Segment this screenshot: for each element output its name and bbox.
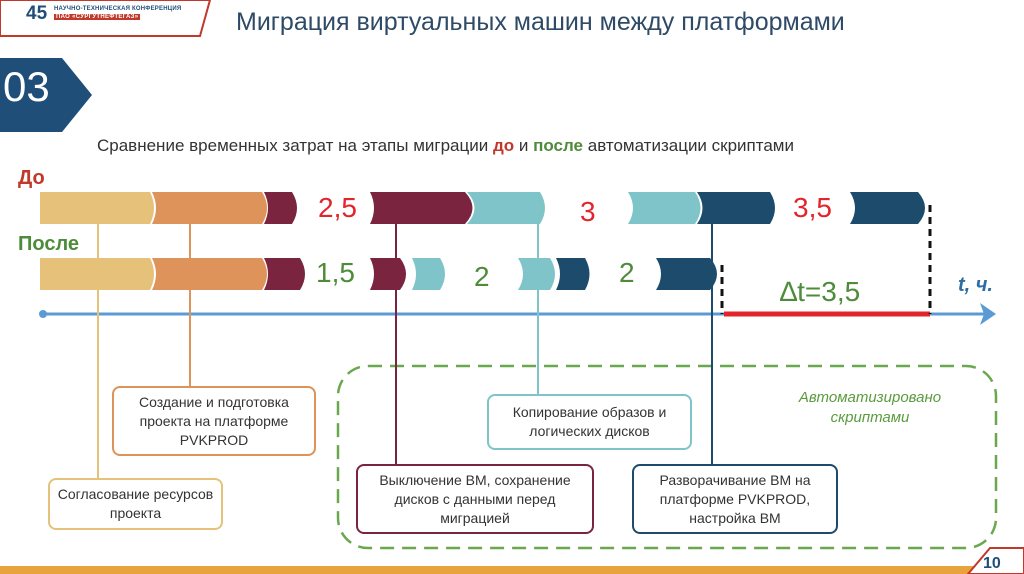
logo-line1: НАУЧНО-ТЕХНИЧЕСКАЯ КОНФЕРЕНЦИЯ: [54, 6, 182, 12]
delta-label: ∆t=3,5: [780, 276, 861, 307]
section-tab: [0, 58, 92, 132]
after-seg-copy-b: [518, 258, 555, 290]
before-seg-shutdown-a: [264, 192, 297, 224]
before-duration-deploy: 3,5: [793, 192, 832, 223]
before-row: [40, 192, 925, 224]
page-number: 10: [983, 555, 1001, 572]
before-seg-deploy-a: [697, 192, 775, 224]
before-seg-deploy-b: [850, 192, 925, 224]
after-seg-create: [152, 258, 267, 290]
stage-box-copy: Копирование образов и логических дисков: [487, 394, 692, 450]
stage-box-create: Создание и подготовка проекта на платфор…: [112, 386, 316, 456]
logo-number: 45: [26, 3, 48, 24]
before-seg-create: [152, 192, 267, 224]
after-seg-shutdown-a: [264, 258, 305, 290]
section-number: 03: [3, 63, 50, 110]
before-seg-agree: [40, 192, 154, 224]
after-seg-deploy-b: [656, 258, 717, 290]
subtitle: Сравнение временных затрат на этапы мигр…: [97, 136, 794, 156]
after-seg-shutdown-b: [370, 258, 406, 290]
time-axis-origin: [39, 310, 47, 318]
after-row: [40, 258, 717, 290]
automation-region: [336, 364, 998, 550]
page-title: Миграция виртуальных машин между платфор…: [236, 8, 845, 36]
before-seg-shutdown-b: [370, 192, 473, 224]
automation-label: Автоматизировано скриптами: [798, 389, 942, 426]
before-seg-copy-b: [628, 192, 701, 224]
row-label-before: До: [18, 167, 45, 189]
footer-stripe: [0, 566, 1024, 574]
stage-box-deploy: Разворачивание ВМ на платформе PVKPROD, …: [632, 464, 838, 534]
subtitle-part2: и: [514, 136, 534, 155]
before-duration-shutdown: 2,5: [318, 192, 357, 223]
after-seg-deploy-a: [556, 258, 590, 290]
time-axis-arrow: [980, 303, 996, 325]
logo-line2: ПАО «СУРГУТНЕФТЕГАЗ»: [54, 14, 141, 20]
subtitle-after-word: после: [533, 136, 584, 155]
subtitle-part3: автоматизации скриптами: [583, 136, 794, 155]
page-tab: [966, 547, 1024, 574]
after-duration-deploy: 2: [619, 257, 635, 288]
after-seg-copy-a: [412, 258, 445, 290]
subtitle-part1: Сравнение временных затрат на этапы мигр…: [97, 136, 493, 155]
subtitle-before-word: до: [492, 136, 515, 155]
stage-box-shutdown: Выключение ВМ, сохранение дисков с данны…: [356, 464, 594, 534]
before-seg-copy-a: [467, 192, 545, 224]
stage-box-agree: Согласование ресурсов проекта: [48, 478, 223, 530]
after-duration-copy: 2: [474, 261, 490, 292]
axis-unit-label: t, ч.: [958, 274, 993, 296]
before-duration-copy: 3: [580, 196, 596, 227]
row-label-after: После: [18, 233, 80, 255]
after-duration-shutdown: 1,5: [316, 257, 355, 288]
